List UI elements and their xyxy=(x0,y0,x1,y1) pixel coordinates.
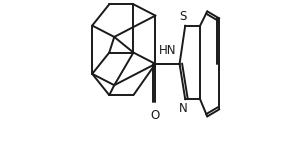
Text: N: N xyxy=(179,102,188,115)
Text: O: O xyxy=(151,109,160,122)
Text: HN: HN xyxy=(159,44,176,57)
Text: S: S xyxy=(180,10,187,23)
